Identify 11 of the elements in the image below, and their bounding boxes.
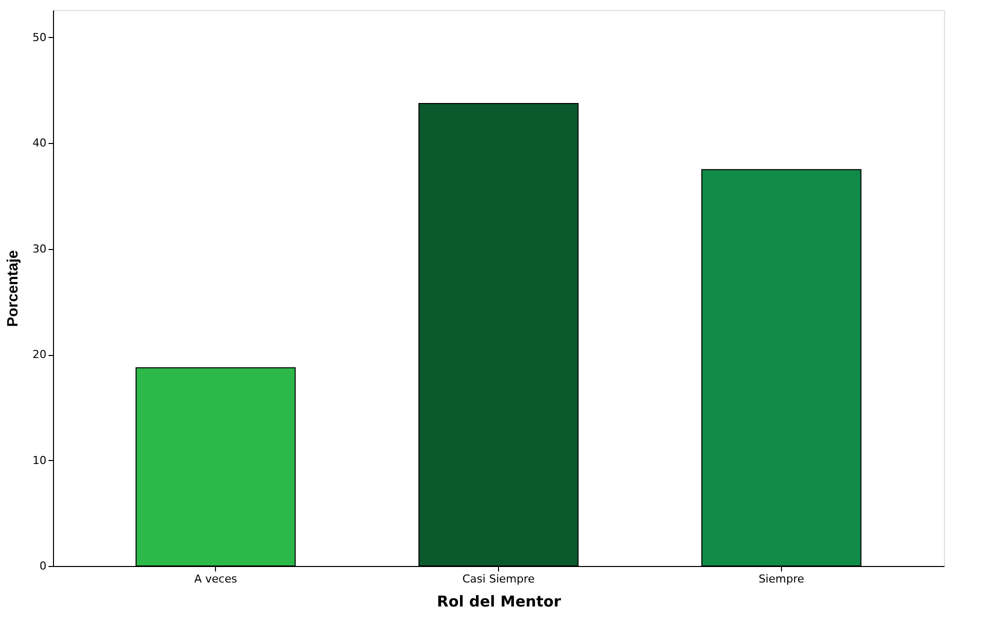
y-tick-label: 40 bbox=[32, 136, 46, 150]
x-tick-label: Siempre bbox=[758, 572, 804, 586]
x-tick-label: A veces bbox=[194, 572, 238, 586]
y-tick-label: 50 bbox=[32, 30, 46, 44]
x-tick-label: Casi Siempre bbox=[462, 572, 535, 586]
y-tick-label: 30 bbox=[32, 242, 46, 256]
y-tick-label: 0 bbox=[40, 560, 46, 572]
y-axis-title: Porcentaje bbox=[4, 250, 22, 327]
y-tick-label: 20 bbox=[32, 348, 46, 362]
x-axis-title: Rol del Mentor bbox=[436, 592, 562, 610]
y-tick-label: 10 bbox=[32, 454, 46, 467]
